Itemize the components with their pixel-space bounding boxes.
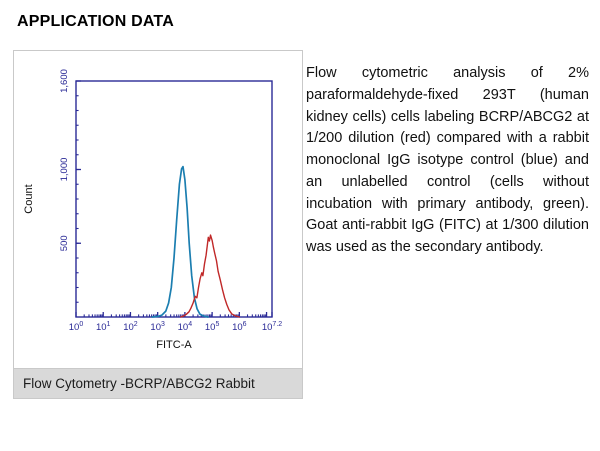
figure-caption: Flow Cytometry -BCRP/ABCG2 Rabbit [14,368,302,398]
svg-text:Count: Count [23,184,35,213]
svg-text:1,600: 1,600 [59,69,70,93]
svg-text:106: 106 [232,321,247,333]
svg-text:FITC-A: FITC-A [156,339,192,351]
flow-cytometry-chart: 100 101 102 103 104 105 106 107.2 500 1,000 1,600 C… [14,51,302,368]
svg-text:100: 100 [69,321,84,333]
svg-text:104: 104 [178,321,193,333]
svg-text:103: 103 [150,321,165,333]
svg-text:102: 102 [123,321,138,333]
page-title: APPLICATION DATA [17,13,174,30]
svg-text:105: 105 [205,321,220,333]
svg-text:107.2: 107.2 [262,321,282,333]
figure-panel: 100 101 102 103 104 105 106 107.2 500 1,000 1,600 C… [13,50,303,399]
svg-text:1,000: 1,000 [59,158,70,182]
svg-text:500: 500 [59,235,70,251]
svg-text:101: 101 [96,321,111,333]
description-text: Flow cytometric analysis of 2% paraforma… [306,65,589,255]
chart-canvas: 100 101 102 103 104 105 106 107.2 500 1,000 1,600 C… [23,69,282,351]
